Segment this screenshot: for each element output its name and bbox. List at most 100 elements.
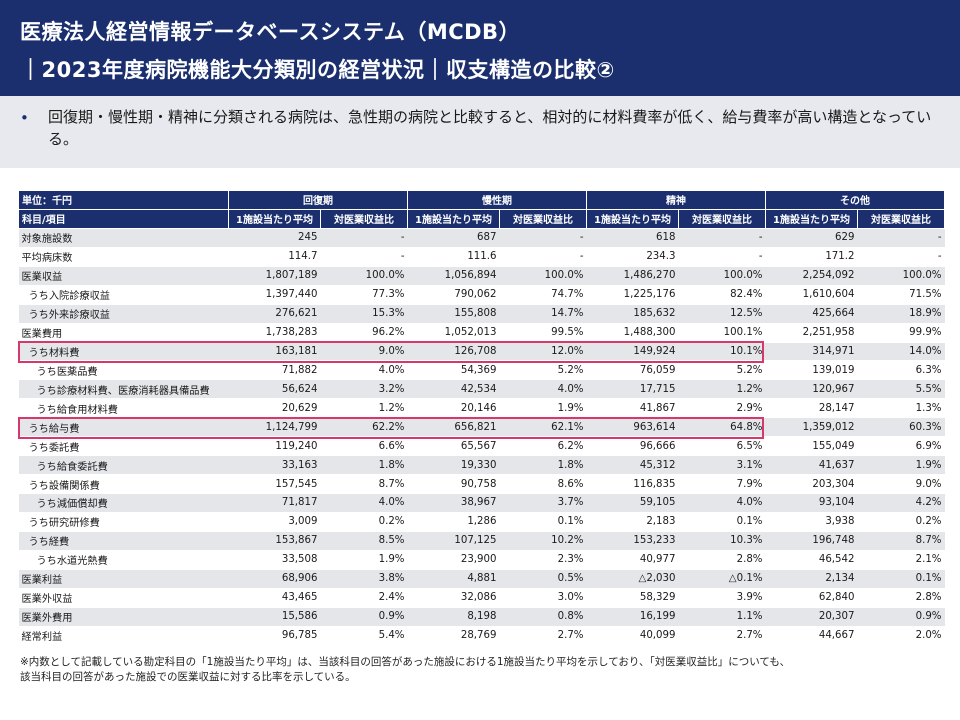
row-label: 医業収益 [18, 266, 229, 286]
slide-title-line2: ｜2023年度病院機能大分類別の経営状況｜収支構造の比較② [20, 58, 615, 82]
table-header-row-groups: 単位：千円 回復期 慢性期 精神 その他 [18, 190, 945, 210]
table-row: うち水道光熱費 33,508 1.9% 23,900 2.3% 40,977 2.8% 46,… [18, 550, 945, 570]
cell-ratio: 1.2% [678, 379, 766, 400]
cell-average: 314,971 [765, 342, 858, 362]
cell-ratio: 10.1% [678, 342, 766, 362]
cell-average: 90,758 [407, 474, 500, 494]
cell-ratio: - [320, 247, 408, 267]
cell-average: 44,667 [765, 626, 858, 646]
cell-ratio: 0.9% [320, 607, 408, 627]
group-header-recovery: 回復期 [228, 190, 408, 210]
cell-average: 46,542 [765, 550, 858, 570]
row-label: うち診療材料費、医療消耗器具備品費 [18, 379, 229, 400]
row-label: 医業外費用 [18, 607, 229, 627]
cell-average: 1,052,013 [407, 323, 500, 343]
subheader-ratio: 対医業収益比 [499, 208, 587, 229]
cell-ratio: 100.0% [320, 266, 408, 286]
group-header-psychiatric: 精神 [586, 190, 766, 210]
table-row: 医業外費用 15,586 0.9% 8,198 0.8% 16,199 1.1% 20,307… [18, 607, 945, 627]
cell-average: 59,105 [586, 493, 679, 513]
cell-ratio: 71.5% [857, 285, 945, 305]
row-label: うち減価償却費 [18, 493, 229, 513]
cell-average: 15,586 [228, 607, 321, 627]
cell-ratio: - [499, 247, 587, 267]
cell-average: 234.3 [586, 247, 679, 267]
cell-average: △2,030 [586, 569, 679, 589]
cell-ratio: 8.6% [499, 474, 587, 494]
cell-average: 93,104 [765, 493, 858, 513]
cell-ratio: 3.8% [320, 569, 408, 589]
cell-ratio: 6.3% [857, 360, 945, 381]
cell-average: 71,882 [228, 360, 321, 381]
cell-average: 68,906 [228, 569, 321, 589]
cell-average: 65,567 [407, 436, 500, 457]
row-label: 平均病床数 [18, 247, 229, 267]
cell-ratio: 10.3% [678, 531, 766, 551]
cell-ratio: 5.2% [678, 360, 766, 381]
cell-average: 19,330 [407, 455, 500, 476]
cell-average: 196,748 [765, 531, 858, 551]
cell-average: 3,009 [228, 512, 321, 532]
cell-ratio: 8.5% [320, 531, 408, 551]
subheader-average: 1施設当たり平均 [228, 208, 321, 229]
cell-ratio: 3.9% [678, 588, 766, 608]
cell-ratio: 10.2% [499, 531, 587, 551]
row-label: うち水道光熱費 [18, 550, 229, 570]
cell-average: 126,708 [407, 342, 500, 362]
cell-average: 687 [407, 228, 500, 248]
group-header-other: その他 [765, 190, 945, 210]
cell-average: 96,785 [228, 626, 321, 646]
subheader-average: 1施設当たり平均 [407, 208, 500, 229]
row-label: うち設備関係費 [18, 474, 229, 494]
cell-average: 155,049 [765, 436, 858, 457]
cell-average: 4,881 [407, 569, 500, 589]
cell-ratio: 96.2% [320, 323, 408, 343]
cell-ratio: 4.0% [499, 379, 587, 400]
cell-average: 17,715 [586, 379, 679, 400]
cell-average: 114.7 [228, 247, 321, 267]
table-row: うち設備関係費 157,545 8.7% 90,758 8.6% 116,835 7.9% 2… [18, 474, 945, 494]
table-row: うち入院診療収益 1,397,440 77.3% 790,062 74.7% 1,225,… [18, 285, 945, 305]
cell-ratio: 0.2% [320, 512, 408, 532]
row-label: うち入院診療収益 [18, 285, 229, 305]
cell-ratio: - [678, 228, 766, 248]
cell-average: 153,233 [586, 531, 679, 551]
cell-average: 2,134 [765, 569, 858, 589]
table-row: 医業利益 68,906 3.8% 4,881 0.5% △2,030 △0.1% 2,134 0… [18, 569, 945, 589]
cell-average: 1,807,189 [228, 266, 321, 286]
cell-average: 40,099 [586, 626, 679, 646]
cell-ratio: 2.8% [678, 550, 766, 570]
cell-average: 203,304 [765, 474, 858, 494]
cell-average: 8,198 [407, 607, 500, 627]
cell-average: 41,637 [765, 455, 858, 476]
cell-average: 111.6 [407, 247, 500, 267]
cell-average: 62,840 [765, 588, 858, 608]
cell-average: 120,967 [765, 379, 858, 400]
table-row: 医業費用 1,738,283 96.2% 1,052,013 99.5% 1,488,30… [18, 323, 945, 343]
table-row: 医業外収益 43,465 2.4% 32,086 3.0% 58,329 3.9% 62,84… [18, 588, 945, 608]
table-row: うち経費 153,867 8.5% 107,125 10.2% 153,233 10.3% 1… [18, 531, 945, 551]
subheader-average: 1施設当たり平均 [586, 208, 679, 229]
cell-ratio: 0.8% [499, 607, 587, 627]
cell-average: 20,629 [228, 398, 321, 419]
cell-average: 1,397,440 [228, 285, 321, 305]
cell-ratio: 6.6% [320, 436, 408, 457]
cell-ratio: - [857, 228, 945, 248]
cell-ratio: 2.8% [857, 588, 945, 608]
cell-ratio: 14.7% [499, 304, 587, 324]
subheader-ratio: 対医業収益比 [320, 208, 408, 229]
cell-ratio: 1.9% [320, 550, 408, 570]
cell-average: 790,062 [407, 285, 500, 305]
subheader-ratio: 対医業収益比 [678, 208, 766, 229]
row-label: うち給食用材料費 [18, 398, 229, 419]
cell-ratio: 1.8% [499, 455, 587, 476]
cell-ratio: 1.9% [857, 455, 945, 476]
cell-average: 58,329 [586, 588, 679, 608]
row-label: うち研究研修費 [18, 512, 229, 532]
cell-ratio: 0.1% [499, 512, 587, 532]
table-row: うち材料費 163,181 9.0% 126,708 12.0% 149,924 10.1%… [18, 342, 945, 362]
cell-ratio: 100.0% [678, 266, 766, 286]
cell-average: 16,199 [586, 607, 679, 627]
cell-ratio: 9.0% [857, 474, 945, 494]
cell-ratio: 7.9% [678, 474, 766, 494]
